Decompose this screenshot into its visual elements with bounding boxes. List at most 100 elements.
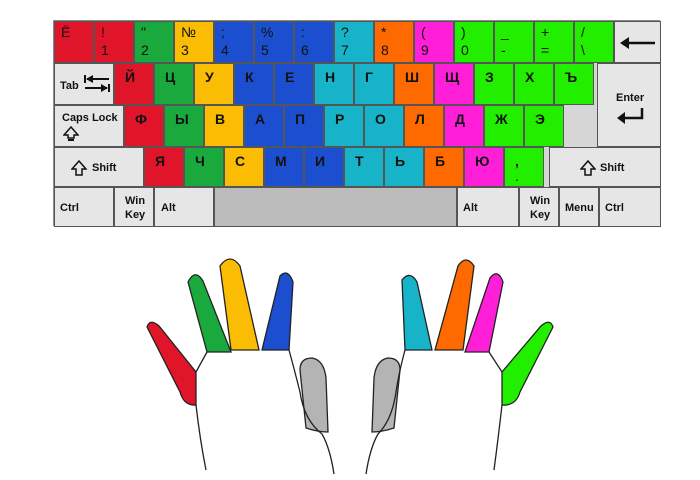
key-letter: Ы [164,105,204,147]
key-minus: _ - [494,21,534,63]
key-top-symbol: : [301,24,305,40]
key-top-symbol: + [541,24,550,40]
key-top-symbol: ; [221,24,225,40]
alt-left-label: Alt [161,202,176,214]
shift-left-label: Shift [92,162,117,174]
key-letter: Ю [464,147,504,187]
shift-left-key: Shift [54,147,144,187]
win-left-key: Win Key [114,187,154,227]
left-ring-finger [187,274,232,353]
key-letter-label: Т [355,153,364,169]
menu-key: Menu [559,187,599,227]
space-key [214,187,457,227]
key-top-symbol: Ё [61,24,71,40]
key-7: ? 7 [334,21,374,63]
key-letter: О [364,105,404,147]
key-letter: Х [514,63,554,105]
key-letter-label: Ж [495,111,508,127]
key-4: ; 4 [214,21,254,63]
key-letter: З [474,63,514,105]
tab-key: Tab [54,63,114,105]
key-letter: Ф [124,105,164,147]
key-letter: В [204,105,244,147]
win-left-label-1: Win [125,195,146,207]
key-letter-label: У [205,69,214,85]
key-letter-label: Ш [405,69,420,85]
key-5: % 5 [254,21,294,63]
left-palm-outline [195,349,335,475]
key-6: :6 [294,21,334,63]
key-letter: Л [404,105,444,147]
right-middle-finger [434,259,475,351]
key-letter-label: М [275,153,287,169]
enter-arrow-icon [617,108,644,124]
key-letter: ,. [504,147,544,187]
key-letter-label: Е [285,69,295,85]
key-top-symbol: ( [421,24,426,40]
key-3: № 3 [174,21,214,63]
key-equals: + = [534,21,574,63]
right-pinky-finger [501,321,554,406]
key-backslash: / \ [574,21,614,63]
key-bottom-symbol: 9 [421,42,429,58]
hands-illustration [146,258,554,475]
key-letter-label: Э [535,111,545,127]
enter-key: Enter [597,63,661,147]
key-letter-label: К [245,69,254,85]
key-letter: Б [424,147,464,187]
key-letter-label: Ц [165,69,176,85]
key-8: * 8 [374,21,414,63]
win-left-label-2: Key [125,209,146,221]
right-hand [365,259,554,475]
key-letter-label: Ь [395,153,406,169]
key-top-symbol: ? [341,24,349,40]
tab-label: Tab [60,80,79,92]
left-thumb [299,357,329,433]
alt-right-label: Alt [463,202,478,214]
caps-lock-icon [63,126,79,141]
ctrl-left-label: Ctrl [60,202,79,214]
key-letter: А [244,105,284,147]
key-bottom-symbol: 0 [461,42,469,58]
key-letter-label: Ъ [565,69,578,85]
key-top-symbol: " [141,24,146,40]
key-letter: Т [344,147,384,187]
key-bottom-symbol: 5 [261,42,269,58]
win-right-key: Win Key [519,187,559,227]
ctrl-right-label: Ctrl [605,202,624,214]
left-index-finger [261,272,294,351]
key-letter-label: Я [155,153,166,169]
key-letter: С [224,147,264,187]
win-right-label-1: Win [530,195,551,207]
key-bottom-symbol: \ [581,42,585,58]
key-bottom-symbol: 2 [141,42,149,58]
key-bottom-symbol: 8 [381,42,389,58]
key-yo: Ё [54,21,94,63]
key-letter-label: Й [125,69,136,85]
caps-lock-label: Caps Lock [62,112,118,124]
left-hand [146,258,335,475]
key-top-symbol: ) [461,24,466,40]
key-bottom-symbol: 4 [221,42,229,58]
key-letter-label: Ч [195,153,205,169]
key-letter-label: Ю [475,153,490,169]
alt-left-key: Alt [154,187,214,227]
key-letter: П [284,105,324,147]
key-letter-label: С [235,153,246,169]
key-letter: Й [114,63,154,105]
menu-label: Menu [565,202,594,214]
key-letter-label: Б [435,153,446,169]
key-0: ) 0 [454,21,494,63]
key-letter-label: З [485,69,494,85]
shift-right-icon [580,160,596,176]
key-letter: Г [354,63,394,105]
key-bottom-symbol: 1 [101,42,109,58]
key-bottom-symbol: = [541,42,550,58]
ctrl-left-key: Ctrl [54,187,114,227]
key-letter: Ь [384,147,424,187]
key-letter: И [304,147,344,187]
tab-arrows-icon [84,75,110,92]
key-letter: Щ [434,63,474,105]
key-letter-label: Ф [135,111,147,127]
